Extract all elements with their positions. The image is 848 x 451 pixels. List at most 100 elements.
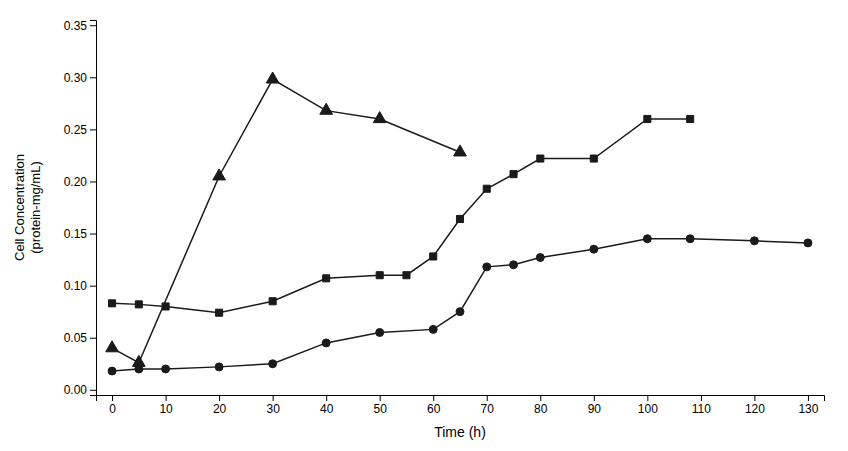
series-marker — [376, 329, 384, 337]
x-axis: 0 10 20 30 40 50 60 70 80 90 100 110 120 130 — [97, 395, 825, 416]
x-tick-label: 0 — [109, 402, 116, 416]
series-marker — [454, 145, 467, 156]
y-tick-label: 0.35 — [64, 19, 88, 33]
x-tick-mark — [326, 395, 327, 401]
x-tick: 40 — [320, 395, 334, 416]
series-marker — [430, 253, 437, 260]
x-tick: 80 — [534, 395, 548, 416]
y-axis-line — [90, 21, 97, 396]
series — [109, 115, 694, 316]
series-marker — [162, 365, 170, 373]
series-marker — [686, 235, 694, 243]
series-marker — [643, 235, 651, 243]
x-tick-label: 120 — [745, 402, 765, 416]
series-line — [112, 79, 460, 362]
series-marker — [216, 309, 223, 316]
x-tick: 10 — [159, 395, 173, 416]
y-tick-mark — [90, 234, 96, 235]
y-tick-label: 0.25 — [64, 123, 88, 137]
series-marker — [510, 261, 518, 269]
series-marker — [106, 341, 119, 352]
y-tick-mark — [90, 25, 96, 26]
y-tick: 0.15 — [64, 227, 96, 241]
x-tick-mark — [112, 395, 113, 401]
y-tick-mark — [90, 338, 96, 339]
y-tick-label: 0.00 — [64, 383, 88, 397]
y-tick: 0.20 — [64, 175, 96, 189]
x-tick-mark — [701, 395, 702, 401]
series-marker — [590, 155, 597, 162]
y-tick-mark — [90, 390, 96, 391]
series-marker — [320, 103, 333, 114]
x-tick-mark — [273, 395, 274, 401]
x-tick-mark — [380, 395, 381, 401]
x-tick-mark — [433, 395, 434, 401]
x-tick: 50 — [374, 395, 388, 416]
x-tick: 90 — [588, 395, 602, 416]
series-marker — [109, 300, 116, 307]
x-tick-mark — [754, 395, 755, 401]
series-line — [112, 119, 690, 313]
series-marker — [215, 363, 223, 371]
y-tick-label: 0.15 — [64, 227, 88, 241]
x-tick: 70 — [481, 395, 495, 416]
series-marker — [456, 215, 463, 222]
series-marker — [750, 237, 758, 245]
series-group — [106, 72, 812, 375]
y-tick-label: 0.20 — [64, 175, 88, 189]
x-tick-mark — [166, 395, 167, 401]
series-marker — [687, 115, 694, 122]
series-marker — [403, 272, 410, 279]
x-tick-label: 100 — [638, 402, 658, 416]
x-tick-label: 80 — [534, 402, 548, 416]
y-tick: 0.35 — [64, 19, 96, 33]
series-marker — [510, 171, 517, 178]
series-marker — [456, 308, 464, 316]
x-tick-label: 50 — [374, 402, 388, 416]
x-tick-label: 70 — [481, 402, 495, 416]
y-tick: 0.10 — [64, 279, 96, 293]
x-tick-label: 90 — [588, 402, 602, 416]
series-marker — [322, 339, 330, 347]
series-marker — [269, 360, 277, 368]
y-tick-mark — [90, 286, 96, 287]
y-tick: 0.05 — [64, 331, 96, 345]
y-tick-label: 0.30 — [64, 71, 88, 85]
x-tick-label: 130 — [798, 402, 818, 416]
series-marker — [266, 72, 279, 83]
series-marker — [373, 112, 386, 123]
y-tick-mark — [90, 181, 96, 182]
series-marker — [323, 275, 330, 282]
series-marker — [376, 272, 383, 279]
series-marker — [108, 367, 116, 375]
x-tick: 100 — [638, 395, 658, 416]
series-marker — [213, 169, 226, 180]
x-tick-mark — [594, 395, 595, 401]
series-marker — [644, 115, 651, 122]
x-tick-label: 30 — [266, 402, 280, 416]
x-tick: 120 — [745, 395, 765, 416]
y-axis-title: Cell Concentration(protein-mg/mL) — [12, 154, 43, 261]
x-axis-line — [97, 396, 825, 402]
series — [108, 235, 812, 375]
x-tick-label: 40 — [320, 402, 334, 416]
x-tick-mark — [487, 395, 488, 401]
x-tick: 130 — [798, 395, 818, 416]
series-marker — [537, 155, 544, 162]
x-tick: 60 — [427, 395, 441, 416]
y-tick: 0.30 — [64, 71, 96, 85]
x-axis-title: Time (h) — [434, 424, 486, 440]
series-marker — [483, 263, 491, 271]
y-tick-label: 0.05 — [64, 331, 88, 345]
x-tick: 20 — [213, 395, 227, 416]
series — [106, 72, 467, 366]
series-marker — [483, 185, 490, 192]
series-marker — [269, 298, 276, 305]
x-tick-label: 110 — [692, 402, 711, 416]
x-tick-label: 10 — [159, 402, 173, 416]
y-axis: 0.00 0.05 0.10 0.15 0.20 0.25 0.30 0.35 — [64, 19, 97, 398]
x-tick-mark — [808, 395, 809, 401]
series-marker — [536, 254, 544, 262]
x-tick: 0 — [109, 395, 116, 416]
x-tick-mark — [540, 395, 541, 401]
